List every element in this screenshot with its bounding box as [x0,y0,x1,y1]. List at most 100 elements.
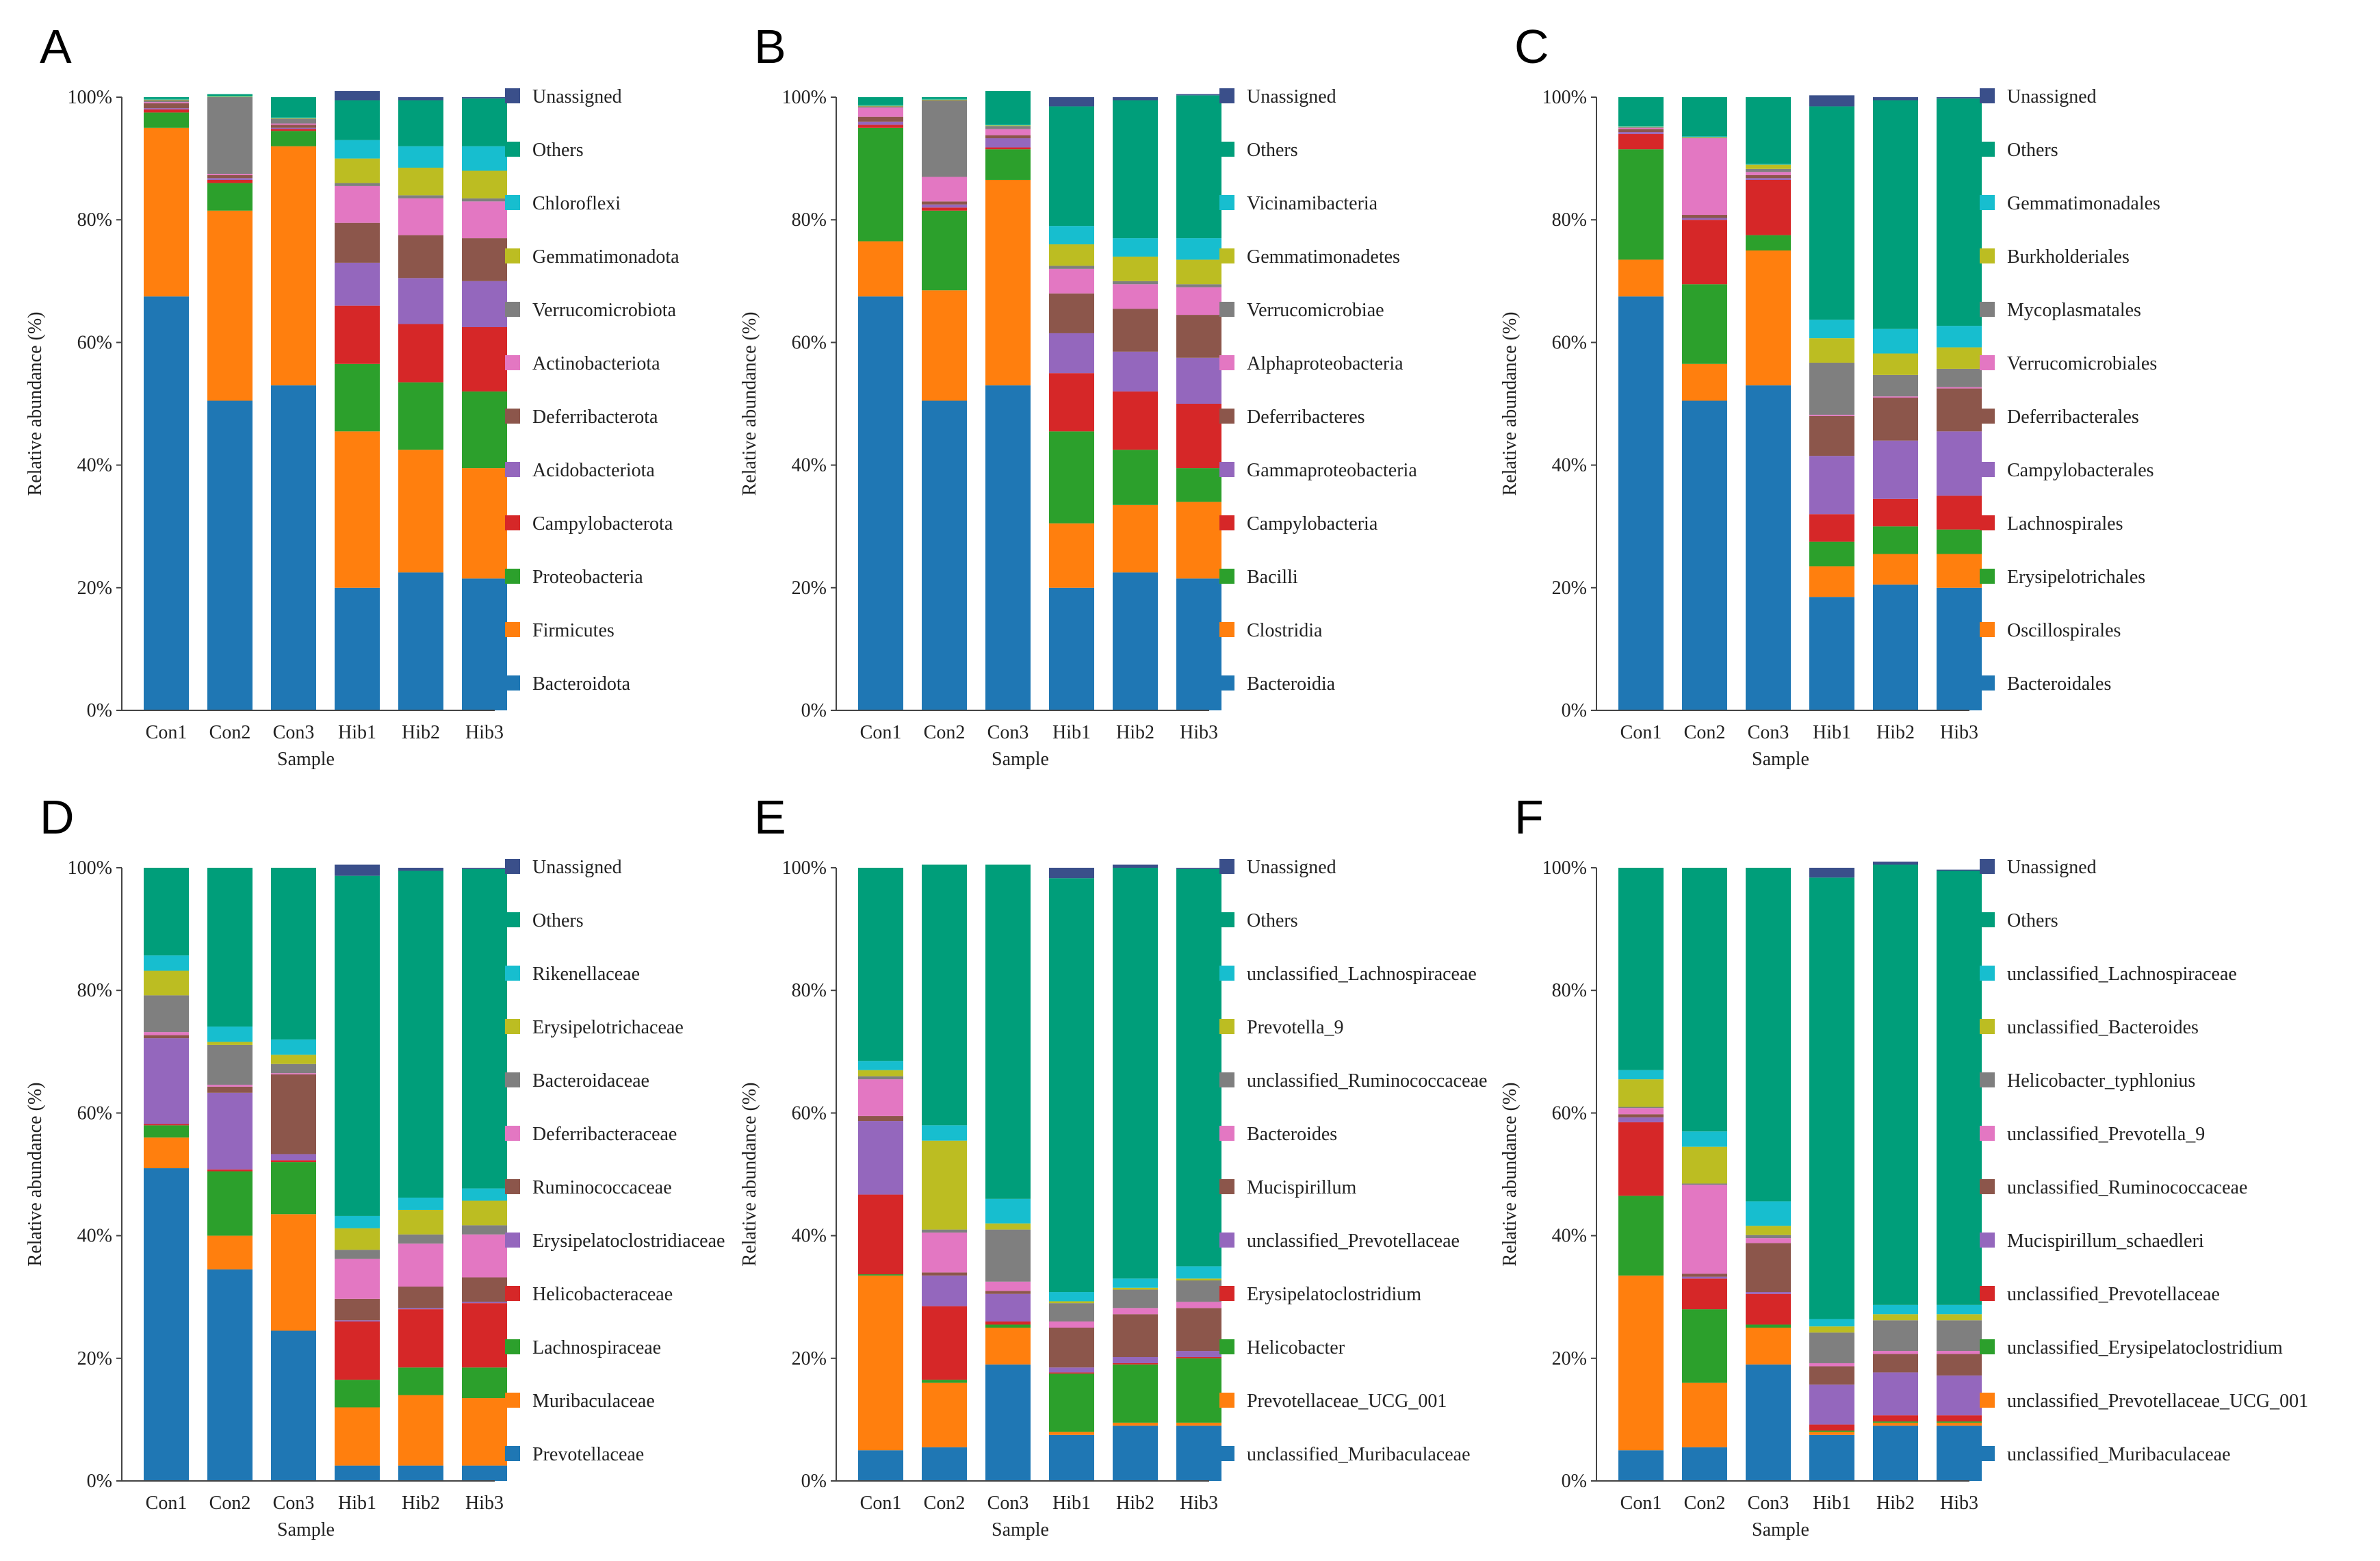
x-tick-label: Hib2 [1876,1493,1915,1514]
bar-segment-deferribacterales-hib2 [1873,398,1918,441]
x-tick-label: Con2 [209,1493,251,1514]
bar-segment-mucispirillum-hib3 [1176,1308,1221,1352]
bar-segment-deferribacterota-con1 [144,103,189,109]
legend-swatch [505,142,520,157]
bar-segment-unassigned-hib3 [1176,94,1221,96]
bar-segment-bacteroidota-con3 [271,385,316,710]
bar-segment-others-con2 [922,864,967,1126]
bar-segment-erysipelotrichales-con2 [1682,284,1727,364]
bar-segment-verrucomicrobiota-hib3 [462,198,507,202]
bar-segment-unclassified-lachnospiraceae-hib1 [1809,1319,1854,1327]
bar-segment-gemmatimonadota-con1 [144,99,189,101]
bar-segment-gemmatimonadota-hib3 [462,170,507,198]
legend-label: Burkholderiales [2007,246,2130,268]
bar-segment-unassigned-hib2 [398,97,443,101]
bar-segment-gemmatimonadetes-con1 [858,105,903,107]
legend-swatch [505,1446,520,1461]
bar-segment-ruminococcaceae-con3 [271,1074,316,1154]
bar-segment-vicinamibacteria-hib2 [1113,238,1158,257]
x-tick-label: Con1 [146,1493,187,1514]
bar-segment-unclassified-muribaculaceae-hib3 [1176,1425,1221,1481]
chart-panel-c: C Relative abundance (%) 0% 20% 40% 60% 80% 100… [1499,20,2160,770]
bar-segment-alphaproteobacteria-con2 [922,177,967,202]
x-tick-label: Con3 [273,1493,315,1514]
bar-segment-verrucomicrobiota-hib1 [335,183,380,186]
bar-segment-unclassified-lachnospiraceae-con3 [985,1198,1031,1224]
bar-segment-unclassified-prevotellaceae-ucg-001-hib3 [1937,1422,1982,1426]
bar-segment-helicobacteraceae-hib2 [398,1309,443,1368]
bar-segment-bacteroidia-con3 [985,385,1031,710]
bar-segment-others-hib2 [1113,100,1158,239]
bar-segment-unclassified-ruminococcaceae-hib3 [1937,1354,1982,1376]
bar-segment-bacteroidia-hib1 [1049,587,1094,710]
bar-segment-campylobacterota-hib1 [335,305,380,364]
bar-segment-deferribacterales-hib1 [1809,415,1854,456]
legend-swatch [505,462,520,477]
bar-segment-unassigned-hib3 [1937,869,1982,871]
bar-segment-unclassified-ruminococcaceae-con1 [1618,1114,1664,1118]
bar-segment-deferribacteraceae-con2 [207,1085,253,1087]
legend-label: Helicobacter [1247,1337,1345,1358]
x-axis-title: Sample [992,749,1049,770]
bar-segment-verrucomicrobiae-hib2 [1113,281,1158,285]
bar-segment-unclassified-ruminococcaceae-con2 [1682,1274,1727,1277]
bar-segment-bacteroidales-con3 [1746,385,1791,710]
bar-segment-helicobacter-typhlonius-hib2 [1873,1320,1918,1352]
bar-segment-helicobacter-con3 [985,1324,1031,1328]
bar-segment-deferribacteraceae-hib2 [398,1243,443,1287]
panel-letter: F [1514,790,1544,844]
bar-segment-bacilli-hib3 [1176,468,1221,502]
legend-label: unclassified_Bacteroides [2007,1017,2199,1038]
bar-segment-unclassified-ruminococcaceae-hib1 [1049,1303,1094,1322]
x-tick-label: Con2 [1684,722,1726,743]
bar-segment-unclassified-lachnospiraceae-con3 [1746,1201,1791,1226]
bar-segment-ruminococcaceae-con1 [144,1035,189,1039]
legend-swatch [1980,1126,1995,1141]
bar-segment-others-hib2 [1873,864,1918,1305]
legend-label: Bacteroidia [1247,673,1336,695]
bar-segment-mycoplasmatales-con1 [1618,127,1664,128]
bar-segment-erysipelotrichales-hib2 [1873,526,1918,554]
bar-segment-others-hib2 [398,100,443,146]
bar-segment-helicobacteraceae-con1 [144,1124,189,1126]
bar-segment-firmicutes-hib1 [335,431,380,588]
bar-segment-firmicutes-hib3 [462,468,507,579]
bar-segment-muribaculaceae-con2 [207,1235,253,1269]
bar-segment-burkholderiales-hib3 [1937,347,1982,369]
bar-segment-unclassified-prevotella-9-con3 [1746,1238,1791,1243]
bar-segment-prevotellaceae-ucg-001-con1 [858,1275,903,1451]
bar-segment-campylobacterales-hib2 [1873,440,1918,499]
bar-segment-mucispirillum-con2 [922,1272,967,1276]
bar-segment-campylobacteria-con2 [922,207,967,211]
bar-segment-deferribacteres-hib1 [1049,293,1094,333]
bar-segment-erysipelatoclostridium-hib3 [1176,1357,1221,1358]
bar-segment-campylobacterota-con3 [271,129,316,131]
x-tick-label: Con1 [860,722,902,743]
bar-segment-lachnospirales-hib2 [1873,498,1918,527]
legend-swatch [1219,1072,1234,1087]
bar-segment-erysipelatoclostridiaceae-con1 [144,1038,189,1124]
legend-label: Unassigned [1247,86,1336,107]
legend-swatch [1980,1019,1995,1034]
bar-segment-unassigned-hib2 [1113,97,1158,101]
bar-segment-campylobacterales-hib1 [1809,456,1854,515]
bar-segment-others-con1 [1618,97,1664,127]
bar-segment-unclassified-lachnospiraceae-hib1 [1049,1292,1094,1302]
y-tick-label: 0% [1562,700,1587,721]
legend-swatch [1219,1393,1234,1408]
legend-label: Unassigned [2007,86,2097,107]
legend-label: Gammaproteobacteria [1247,460,1417,481]
bar-segment-alphaproteobacteria-con1 [858,107,903,117]
y-tick-label: 100% [1542,87,1587,108]
bar-segment-others-hib3 [1176,868,1221,1267]
bar-segment-verrucomicrobiae-con3 [985,126,1031,129]
legend-label: Erysipelatoclostridiaceae [532,1230,725,1252]
bar-segment-muribaculaceae-con1 [144,1137,189,1169]
bar-segment-muribaculaceae-hib3 [462,1398,507,1466]
bar-segment-verrucomicrobiota-con3 [271,118,316,124]
legend-label: Firmicutes [532,620,615,641]
legend-label: Verrucomicrobiota [532,300,676,321]
bar-segment-gemmatimonadota-con2 [207,96,253,97]
bar-segment-campylobacterota-con1 [144,109,189,113]
bar-segment-deferribacterales-con3 [1746,175,1791,179]
